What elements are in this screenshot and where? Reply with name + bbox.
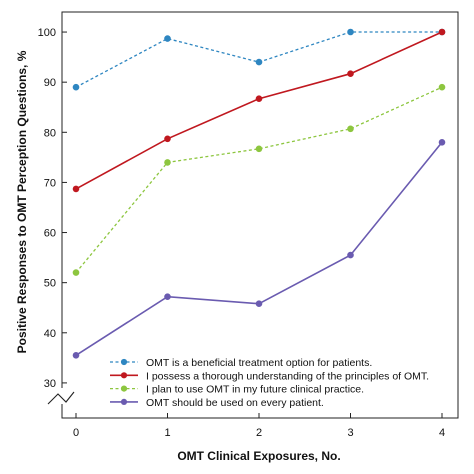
x-axis-title: OMT Clinical Exposures, No. — [177, 449, 340, 463]
x-tick-label: 4 — [439, 427, 445, 439]
legend-label: I possess a thorough understanding of th… — [146, 370, 429, 382]
series-line — [75, 86, 443, 274]
axis-break-marker — [47, 391, 75, 405]
legend-label: I plan to use OMT in my future clinical … — [146, 384, 364, 396]
data-point — [438, 28, 446, 36]
series-1 — [72, 28, 446, 193]
plot-frame — [61, 11, 459, 419]
y-axis-title: Positive Responses to OMT Perception Que… — [15, 50, 29, 353]
legend-item: OMT should be used on every patient. — [110, 397, 324, 409]
legend-marker — [120, 358, 128, 366]
legend-marker — [120, 398, 128, 405]
legend-item: I plan to use OMT in my future clinical … — [110, 384, 364, 396]
chart-series — [72, 28, 446, 359]
data-point — [72, 269, 80, 276]
data-point — [164, 135, 171, 143]
x-tick-label: 0 — [73, 427, 79, 439]
data-point — [347, 125, 354, 133]
y-tick-label: 70 — [44, 177, 56, 189]
series-line — [75, 141, 443, 356]
data-point — [438, 83, 446, 91]
data-point — [72, 83, 80, 91]
legend-item: I possess a thorough understanding of th… — [110, 370, 429, 382]
data-point — [255, 95, 263, 102]
series-3 — [72, 139, 446, 359]
legend-marker — [120, 372, 128, 379]
chart-axes — [47, 11, 459, 419]
axis-break-gap — [56, 388, 68, 404]
data-point — [164, 35, 171, 42]
x-tick-label: 1 — [164, 427, 170, 439]
y-tick-label: 30 — [44, 378, 56, 390]
data-point — [164, 293, 171, 301]
data-point — [347, 70, 354, 77]
data-point — [255, 145, 263, 153]
y-tick-label: 80 — [44, 127, 56, 139]
y-tick-label: 40 — [44, 328, 56, 340]
data-point — [347, 28, 354, 36]
data-point — [72, 352, 80, 359]
legend-label: OMT should be used on every patient. — [146, 397, 324, 409]
y-tick-label: 60 — [44, 228, 56, 240]
series-2 — [72, 83, 446, 276]
x-tick-label: 2 — [256, 427, 262, 439]
legend-marker — [120, 385, 128, 392]
series-0 — [72, 28, 446, 91]
legend-label: OMT is a beneficial treatment option for… — [146, 357, 372, 369]
chart-legend: OMT is a beneficial treatment option for… — [110, 357, 429, 409]
data-point — [72, 185, 80, 193]
data-point — [255, 300, 263, 308]
data-point — [347, 251, 354, 259]
y-tick-label: 90 — [44, 77, 56, 89]
y-tick-label: 50 — [44, 278, 56, 290]
legend-item: OMT is a beneficial treatment option for… — [110, 357, 372, 369]
series-line — [75, 31, 443, 190]
x-tick-label: 3 — [347, 427, 353, 439]
chart-ticks: 30 40 50 60 70 80 90 100 0 1 2 3 4 — [38, 27, 445, 439]
data-point — [164, 159, 171, 166]
y-tick-label: 100 — [38, 27, 56, 39]
data-point — [438, 139, 446, 146]
data-point — [255, 58, 263, 66]
